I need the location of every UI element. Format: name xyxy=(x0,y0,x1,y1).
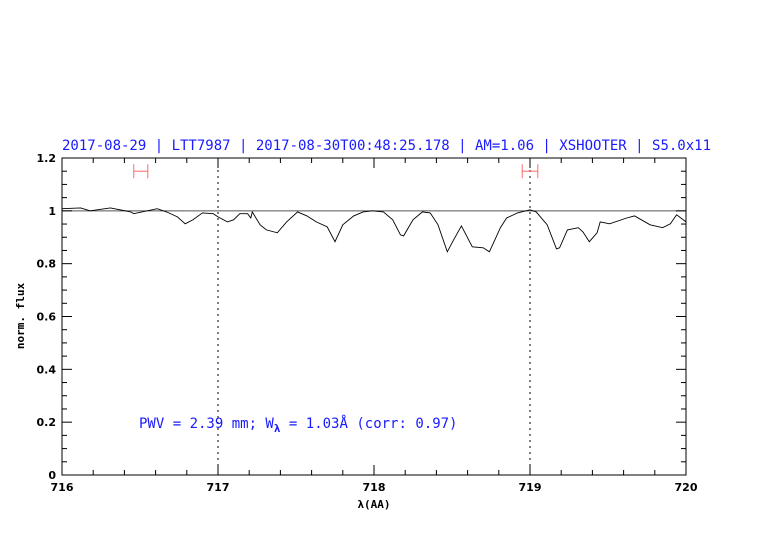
x-tick-label: 716 xyxy=(51,481,74,494)
chart-title: 2017-08-29 | LTT7987 | 2017-08-30T00:48:… xyxy=(62,138,711,154)
x-tick-label: 720 xyxy=(675,481,698,494)
y-tick-label: 0.2 xyxy=(37,416,57,429)
x-tick-label: 717 xyxy=(207,481,230,494)
spectrum-line xyxy=(61,207,687,253)
y-tick-label: 0.8 xyxy=(37,258,57,271)
y-tick-label: 1.2 xyxy=(37,152,57,165)
x-tick-label: 718 xyxy=(363,481,386,494)
range-marker-0 xyxy=(133,164,149,179)
pwv-annotation: PWV = 2.39 mm; Wλ = 1.03Å (corr: 0.97) xyxy=(139,415,458,435)
y-tick-label: 1 xyxy=(48,205,56,218)
range-marker-1 xyxy=(521,164,539,179)
y-tick-label: 0 xyxy=(48,469,56,482)
x-axis-label: λ(AA) xyxy=(357,498,390,511)
x-tick-label: 719 xyxy=(519,481,542,494)
y-axis-label: norm. flux xyxy=(14,283,27,350)
y-tick-label: 0.4 xyxy=(37,363,57,376)
y-tick-label: 0.6 xyxy=(37,311,57,324)
